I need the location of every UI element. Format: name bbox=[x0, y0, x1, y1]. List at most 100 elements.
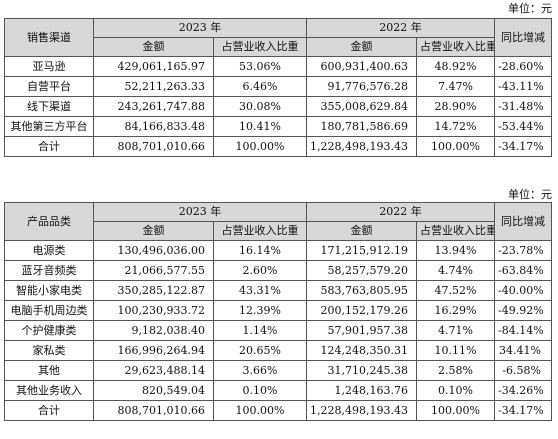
row-name: 其他 bbox=[4, 360, 94, 381]
ratio-2023: 20.65% bbox=[213, 340, 307, 361]
amount-2023: 9,182,038.40 bbox=[93, 320, 214, 341]
ratio-2022: 16.29% bbox=[416, 300, 495, 321]
amount-2022: 1,248,163.76 bbox=[306, 380, 417, 401]
amount-2022: 600,931,400.63 bbox=[306, 56, 417, 77]
table-row: 合计 808,701,010.66 100.00% 1,228,498,193.43 1… bbox=[4, 136, 552, 157]
ratio-2022: 100.00% bbox=[416, 400, 495, 421]
yoy-change: -53.44% bbox=[494, 116, 552, 137]
row-name: 电脑手机周边类 bbox=[4, 300, 94, 321]
row-name: 其他第三方平台 bbox=[4, 116, 94, 137]
ratio-2023: 53.06% bbox=[213, 56, 307, 77]
yoy-change: -34.17% bbox=[494, 136, 552, 157]
header-ratio-2022: 占营业收入比重 bbox=[416, 37, 495, 57]
table-row: 其他 29,623,488.14 3.66% 31,710,245.38 2.58% -6… bbox=[4, 360, 552, 381]
ratio-2022: 4.71% bbox=[416, 320, 495, 341]
header-amount-2022: 金额 bbox=[306, 37, 417, 57]
amount-2023: 130,496,036.00 bbox=[93, 240, 214, 261]
amount-2022: 180,781,586.69 bbox=[306, 116, 417, 137]
yoy-change: -28.60% bbox=[494, 56, 552, 77]
amount-2022: 91,776,576.28 bbox=[306, 76, 417, 97]
ratio-2023: 1.14% bbox=[213, 320, 307, 341]
yoy-change: -43.11% bbox=[494, 76, 552, 97]
ratio-2023: 0.10% bbox=[213, 380, 307, 401]
ratio-2023: 10.41% bbox=[213, 116, 307, 137]
table-row: 电脑手机周边类 100,230,933.72 12.39% 200,152,179.2… bbox=[4, 300, 552, 321]
amount-2022: 200,152,179.26 bbox=[306, 300, 417, 321]
row-name: 家私类 bbox=[4, 340, 94, 361]
header-year-2022: 2022 年 bbox=[306, 202, 495, 222]
ratio-2022: 100.00% bbox=[416, 136, 495, 157]
table-row: 其他第三方平台 84,166,833.48 10.41% 180,781,586.69… bbox=[4, 116, 552, 137]
amount-2023: 429,061,165.97 bbox=[93, 56, 214, 77]
header-amount-2023: 金额 bbox=[93, 221, 214, 241]
yoy-change: -6.58% bbox=[494, 360, 552, 381]
yoy-change: -40.00% bbox=[494, 280, 552, 301]
yoy-change: -63.84% bbox=[494, 260, 552, 281]
amount-2023: 350,285,122.87 bbox=[93, 280, 214, 301]
amount-2022: 171,215,912.19 bbox=[306, 240, 417, 261]
ratio-2023: 30.08% bbox=[213, 96, 307, 117]
ratio-2022: 0.10% bbox=[416, 380, 495, 401]
row-name: 电源类 bbox=[4, 240, 94, 261]
header-year-2023: 2023 年 bbox=[93, 18, 307, 38]
header-channel: 销售渠道 bbox=[4, 18, 94, 57]
header-amount-2023: 金额 bbox=[93, 37, 214, 57]
table-row: 智能小家电类 350,285,122.87 43.31% 583,763,805.95… bbox=[4, 280, 552, 301]
amount-2023: 52,211,263.33 bbox=[93, 76, 214, 97]
amount-2022: 57,901,957.38 bbox=[306, 320, 417, 341]
ratio-2022: 47.52% bbox=[416, 280, 495, 301]
ratio-2022: 13.94% bbox=[416, 240, 495, 261]
amount-2023: 243,261,747.88 bbox=[93, 96, 214, 117]
ratio-2023: 2.60% bbox=[213, 260, 307, 281]
header-yoy: 同比增减 bbox=[494, 18, 552, 57]
table-row: 亚马逊 429,061,165.97 53.06% 600,931,400.63 48.… bbox=[4, 56, 552, 77]
row-name: 合计 bbox=[4, 400, 94, 421]
ratio-2022: 28.90% bbox=[416, 96, 495, 117]
amount-2022: 1,228,498,193.43 bbox=[306, 400, 417, 421]
amount-2022: 355,008,629.84 bbox=[306, 96, 417, 117]
ratio-2023: 100.00% bbox=[213, 400, 307, 421]
ratio-2022: 14.72% bbox=[416, 116, 495, 137]
yoy-change: -34.26% bbox=[494, 380, 552, 401]
yoy-change: -49.92% bbox=[494, 300, 552, 321]
header-ratio-2023: 占营业收入比重 bbox=[213, 37, 307, 57]
table-row: 个护健康类 9,182,038.40 1.14% 57,901,957.38 4.71%… bbox=[4, 320, 552, 341]
table-row: 自营平台 52,211,263.33 6.46% 91,776,576.28 7.47%… bbox=[4, 76, 552, 97]
row-name: 蓝牙音频类 bbox=[4, 260, 94, 281]
ratio-2023: 16.14% bbox=[213, 240, 307, 261]
row-name: 亚马逊 bbox=[4, 56, 94, 77]
header-ratio-2022: 占营业收入比重 bbox=[416, 221, 495, 241]
table-row: 其他业务收入 820,549.04 0.10% 1,248,163.76 0.10% -3… bbox=[4, 380, 552, 401]
unit-label-2: 单位：元 bbox=[508, 188, 552, 201]
row-name: 其他业务收入 bbox=[4, 380, 94, 401]
ratio-2023: 6.46% bbox=[213, 76, 307, 97]
ratio-2023: 43.31% bbox=[213, 280, 307, 301]
yoy-change: -31.48% bbox=[494, 96, 552, 117]
table-row: 电源类 130,496,036.00 16.14% 171,215,912.19 13.… bbox=[4, 240, 552, 261]
ratio-2023: 100.00% bbox=[213, 136, 307, 157]
table-row: 线下渠道 243,261,747.88 30.08% 355,008,629.84 28… bbox=[4, 96, 552, 117]
table-row: 蓝牙音频类 21,066,577.55 2.60% 58,257,579.20 4.74… bbox=[4, 260, 552, 281]
header-year-2023: 2023 年 bbox=[93, 202, 307, 222]
header-category: 产品品类 bbox=[4, 202, 94, 241]
amount-2023: 820,549.04 bbox=[93, 380, 214, 401]
amount-2023: 808,701,010.66 bbox=[93, 400, 214, 421]
table-row: 家私类 166,996,264.94 20.65% 124,248,350.31 10.… bbox=[4, 340, 552, 361]
ratio-2023: 12.39% bbox=[213, 300, 307, 321]
row-name: 线下渠道 bbox=[4, 96, 94, 117]
amount-2022: 124,248,350.31 bbox=[306, 340, 417, 361]
row-name: 合计 bbox=[4, 136, 94, 157]
header-ratio-2023: 占营业收入比重 bbox=[213, 221, 307, 241]
amount-2022: 1,228,498,193.43 bbox=[306, 136, 417, 157]
product-category-table: 产品品类 2023 年 2022 年 同比增减 金额 占营业收入比重 金额 占营… bbox=[4, 202, 552, 421]
header-year-2022: 2022 年 bbox=[306, 18, 495, 38]
ratio-2023: 3.66% bbox=[213, 360, 307, 381]
amount-2022: 31,710,245.38 bbox=[306, 360, 417, 381]
row-name: 智能小家电类 bbox=[4, 280, 94, 301]
ratio-2022: 48.92% bbox=[416, 56, 495, 77]
amount-2023: 166,996,264.94 bbox=[93, 340, 214, 361]
amount-2023: 100,230,933.72 bbox=[93, 300, 214, 321]
yoy-change: -23.78% bbox=[494, 240, 552, 261]
ratio-2022: 2.58% bbox=[416, 360, 495, 381]
yoy-change: -84.14% bbox=[494, 320, 552, 341]
